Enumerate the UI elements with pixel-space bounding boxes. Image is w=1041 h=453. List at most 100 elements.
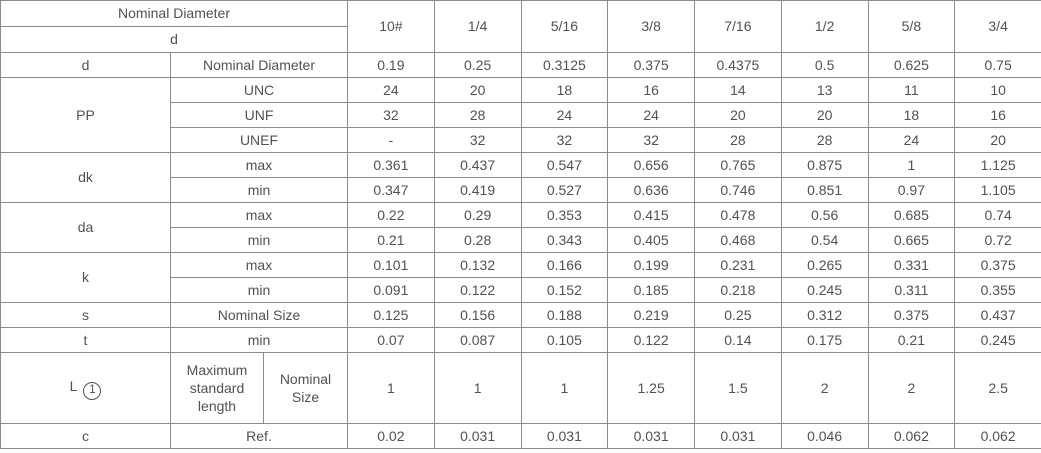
value-cell: 1.125 (954, 152, 1041, 178)
row-label-cell: d (0, 52, 171, 78)
value-cell: 0.5 (780, 52, 869, 78)
column-header-cell: 7/16 (694, 0, 782, 53)
value-cell: 0.245 (780, 277, 869, 303)
column-header-cell: 10# (347, 0, 435, 53)
value-cell: 0.72 (954, 227, 1041, 253)
value-cell: 10 (954, 77, 1041, 103)
sub-label-cell: min (170, 177, 348, 203)
sub-label-cell: max (170, 152, 348, 178)
sub-label-cell: max (170, 252, 348, 278)
value-cell: 1 (347, 352, 435, 424)
value-cell: 0.685 (867, 202, 956, 228)
value-cell: 0.527 (520, 177, 609, 203)
value-cell: 0.343 (520, 227, 609, 253)
value-cell: 0.375 (867, 302, 956, 328)
value-cell: 0.347 (347, 177, 435, 203)
value-cell: 0.175 (780, 327, 869, 353)
value-cell: 0.122 (433, 277, 522, 303)
value-cell: 0.087 (433, 327, 522, 353)
value-cell: 32 (433, 127, 522, 153)
value-cell: 0.4375 (694, 52, 782, 78)
value-cell: 16 (954, 102, 1041, 128)
value-cell: 20 (433, 77, 522, 103)
value-cell: 0.02 (347, 423, 435, 449)
value-cell: 0.231 (694, 252, 782, 278)
value-cell: 32 (607, 127, 695, 153)
value-cell: 0.031 (694, 423, 782, 449)
value-cell: 0.875 (780, 152, 869, 178)
value-cell: 0.219 (607, 302, 695, 328)
value-cell: 0.07 (347, 327, 435, 353)
value-cell: 0.25 (433, 52, 522, 78)
value-cell: 0.105 (520, 327, 609, 353)
value-cell: 0.19 (347, 52, 435, 78)
value-cell: 0.54 (780, 227, 869, 253)
row-pp-unef: UNEF - 32 32 32 28 28 24 20 (1, 127, 1041, 153)
value-cell: 0.156 (433, 302, 522, 328)
value-cell: 0.199 (607, 252, 695, 278)
value-cell: 1 (867, 152, 956, 178)
column-header-cell: 3/4 (954, 0, 1041, 53)
value-cell: 0.437 (433, 152, 522, 178)
row-k-max: k max 0.101 0.132 0.166 0.199 0.231 0.26… (0, 252, 1041, 303)
column-header-cell: 5/16 (520, 0, 609, 53)
sub-label-cell: max (170, 202, 348, 228)
row-t: t min 0.07 0.087 0.105 0.122 0.14 0.175 … (0, 327, 1041, 353)
column-header-cell: 3/8 (607, 0, 695, 53)
value-cell: 2.5 (954, 352, 1041, 424)
value-cell: 0.656 (607, 152, 695, 178)
value-cell: 0.091 (347, 277, 435, 303)
row-label-l: L (69, 377, 78, 394)
value-cell: 0.22 (347, 202, 435, 228)
value-cell: 0.29 (433, 202, 522, 228)
value-cell: 0.746 (694, 177, 782, 203)
value-cell: 0.166 (520, 252, 609, 278)
value-cell: 0.375 (954, 252, 1041, 278)
row-s: s Nominal Size 0.125 0.156 0.188 0.219 0… (0, 302, 1041, 328)
value-cell: 32 (520, 127, 609, 153)
value-cell: 0.21 (347, 227, 435, 253)
value-cell: 11 (867, 77, 956, 103)
value-cell: 0.21 (867, 327, 956, 353)
row-label-cell: c (0, 423, 171, 449)
value-cell: - (347, 127, 435, 153)
value-cell: 0.547 (520, 152, 609, 178)
sub-label-cell: min (170, 227, 348, 253)
value-cell: 0.031 (433, 423, 522, 449)
value-cell: 13 (780, 77, 869, 103)
row-dk-min: min 0.347 0.419 0.527 0.636 0.746 0.851 … (1, 177, 1041, 203)
value-cell: 0.062 (867, 423, 956, 449)
value-cell: 0.125 (347, 302, 435, 328)
row-d: d Nominal Diameter 0.19 0.25 0.3125 0.37… (0, 52, 1041, 78)
value-cell: 0.152 (520, 277, 609, 303)
value-cell: 2 (867, 352, 956, 424)
value-cell: 2 (780, 352, 869, 424)
value-cell: 0.132 (433, 252, 522, 278)
footnote-1-icon: 1 (83, 381, 102, 400)
sub-label-cell: UNF (170, 102, 348, 128)
value-cell: 0.245 (954, 327, 1041, 353)
row-label-cell: t (0, 327, 171, 353)
value-cell: 0.14 (694, 327, 782, 353)
value-cell: 0.56 (780, 202, 869, 228)
value-cell: 24 (347, 77, 435, 103)
value-cell: 0.355 (954, 277, 1041, 303)
value-cell: 0.312 (780, 302, 869, 328)
value-cell: 0.636 (607, 177, 695, 203)
value-cell: 1.25 (607, 352, 695, 424)
row-c: c Ref. 0.02 0.031 0.031 0.031 0.031 0.04… (0, 423, 1041, 449)
value-cell: 1 (433, 352, 522, 424)
value-cell: 0.851 (780, 177, 869, 203)
value-cell: 16 (607, 77, 695, 103)
value-cell: 0.361 (347, 152, 435, 178)
value-cell: 18 (867, 102, 956, 128)
row-da-max: da max 0.22 0.29 0.353 0.415 0.478 0.56 … (0, 202, 1041, 253)
value-cell: 0.25 (694, 302, 782, 328)
sub-label-cell: UNEF (170, 127, 348, 153)
row-label-cell: PP (0, 77, 171, 153)
value-cell: 0.97 (867, 177, 956, 203)
sub-label-cell: UNC (170, 77, 348, 103)
